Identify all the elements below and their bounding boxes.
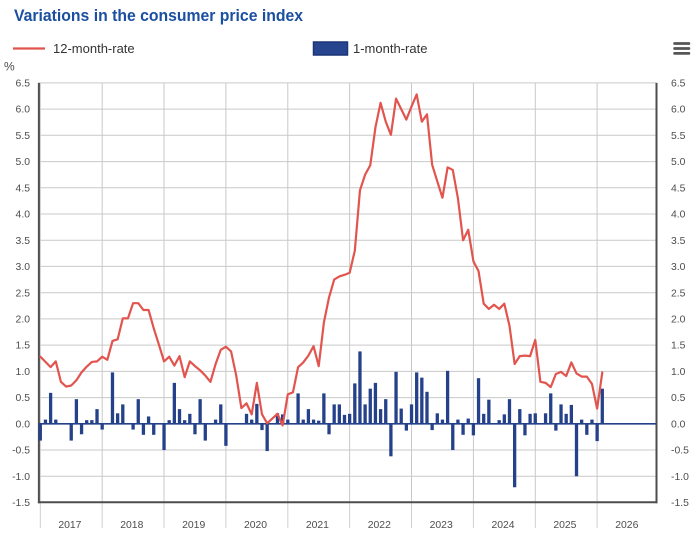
svg-text:2019: 2019	[182, 520, 205, 531]
svg-text:2.0: 2.0	[671, 315, 686, 326]
svg-text:2017: 2017	[58, 520, 81, 531]
svg-text:2025: 2025	[553, 520, 576, 531]
svg-text:2021: 2021	[306, 520, 329, 531]
svg-text:5.0: 5.0	[16, 157, 31, 168]
svg-text:-0.5: -0.5	[671, 446, 689, 457]
svg-text:5.5: 5.5	[671, 131, 686, 142]
svg-text:0.0: 0.0	[671, 419, 686, 430]
svg-text:%: %	[4, 60, 15, 74]
svg-text:2026: 2026	[615, 520, 638, 531]
svg-text:2023: 2023	[430, 520, 453, 531]
svg-text:3.5: 3.5	[16, 236, 31, 247]
svg-text:2.0: 2.0	[16, 315, 31, 326]
svg-text:12-month-rate: 12-month-rate	[53, 41, 135, 56]
svg-text:3.0: 3.0	[671, 262, 686, 273]
svg-text:1-month-rate: 1-month-rate	[353, 41, 427, 56]
svg-text:-1.0: -1.0	[12, 472, 30, 483]
svg-text:-1.0: -1.0	[671, 472, 689, 483]
svg-text:0.5: 0.5	[16, 393, 31, 404]
svg-text:3.0: 3.0	[16, 262, 31, 273]
svg-text:2022: 2022	[368, 520, 391, 531]
svg-text:5.5: 5.5	[16, 131, 31, 142]
svg-text:6.0: 6.0	[671, 105, 686, 116]
svg-text:3.5: 3.5	[671, 236, 686, 247]
svg-text:1.5: 1.5	[16, 341, 31, 352]
svg-text:2.5: 2.5	[16, 288, 31, 299]
svg-text:4.5: 4.5	[16, 183, 31, 194]
svg-text:-0.5: -0.5	[12, 446, 30, 457]
svg-text:4.0: 4.0	[671, 210, 686, 221]
svg-text:2024: 2024	[491, 520, 514, 531]
svg-text:4.0: 4.0	[16, 210, 31, 221]
svg-text:0.5: 0.5	[671, 393, 686, 404]
svg-text:1.0: 1.0	[16, 367, 31, 378]
svg-text:Variations in the consumer pri: Variations in the consumer price index	[14, 7, 303, 25]
svg-text:-1.5: -1.5	[12, 498, 30, 509]
svg-text:4.5: 4.5	[671, 183, 686, 194]
svg-text:2020: 2020	[244, 520, 267, 531]
svg-text:6.5: 6.5	[16, 79, 31, 90]
svg-text:5.0: 5.0	[671, 157, 686, 168]
svg-text:6.0: 6.0	[16, 105, 31, 116]
svg-text:2018: 2018	[120, 520, 143, 531]
svg-text:1.0: 1.0	[671, 367, 686, 378]
svg-text:-1.5: -1.5	[671, 498, 689, 509]
svg-text:6.5: 6.5	[671, 79, 686, 90]
svg-text:1.5: 1.5	[671, 341, 686, 352]
svg-text:2.5: 2.5	[671, 288, 686, 299]
svg-text:0.0: 0.0	[16, 419, 31, 430]
